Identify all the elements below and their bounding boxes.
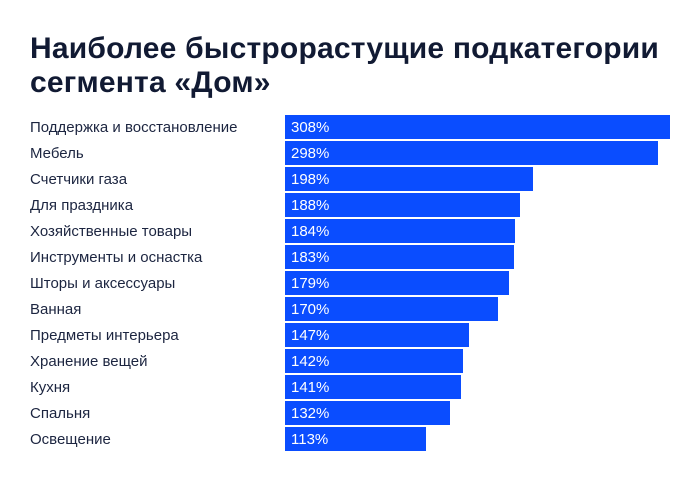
- bar: [285, 375, 461, 399]
- value-label: 183%: [291, 249, 329, 266]
- category-label: Освещение: [30, 431, 111, 448]
- bar: [285, 349, 463, 373]
- bar: [285, 297, 498, 321]
- value-label: 147%: [291, 327, 329, 344]
- bar: [285, 167, 533, 191]
- value-label: 132%: [291, 405, 329, 422]
- bar: [285, 323, 469, 347]
- bar: [285, 193, 520, 217]
- value-label: 179%: [291, 275, 329, 292]
- category-label: Шторы и аксессуары: [30, 275, 175, 292]
- category-label: Счетчики газа: [30, 171, 128, 188]
- category-label: Для праздника: [30, 197, 134, 214]
- bar: [285, 141, 658, 165]
- category-label: Предметы интерьера: [30, 327, 179, 344]
- category-label: Инструменты и оснастка: [30, 249, 203, 266]
- category-label: Ванная: [30, 301, 81, 318]
- value-label: 170%: [291, 301, 329, 318]
- value-label: 184%: [291, 223, 329, 240]
- value-label: 298%: [291, 145, 329, 162]
- category-label: Спальня: [30, 405, 90, 422]
- value-label: 141%: [291, 379, 329, 396]
- bar: [285, 427, 426, 451]
- bar: [285, 401, 450, 425]
- bar: [285, 271, 509, 295]
- bar: [285, 115, 670, 139]
- value-label: 188%: [291, 197, 329, 214]
- bar: [285, 219, 515, 243]
- value-label: 198%: [291, 171, 329, 188]
- category-label: Мебель: [30, 145, 84, 162]
- category-label: Поддержка и восстановление: [30, 119, 238, 136]
- value-label: 142%: [291, 353, 329, 370]
- category-label: Хозяйственные товары: [30, 223, 192, 240]
- chart-title: Наиболее быстрорастущие подкатегории сег…: [30, 32, 660, 99]
- category-label: Кухня: [30, 379, 70, 396]
- value-label: 308%: [291, 119, 329, 136]
- value-label: 113%: [291, 431, 328, 448]
- category-label: Хранение вещей: [30, 353, 148, 370]
- bar: [285, 245, 514, 269]
